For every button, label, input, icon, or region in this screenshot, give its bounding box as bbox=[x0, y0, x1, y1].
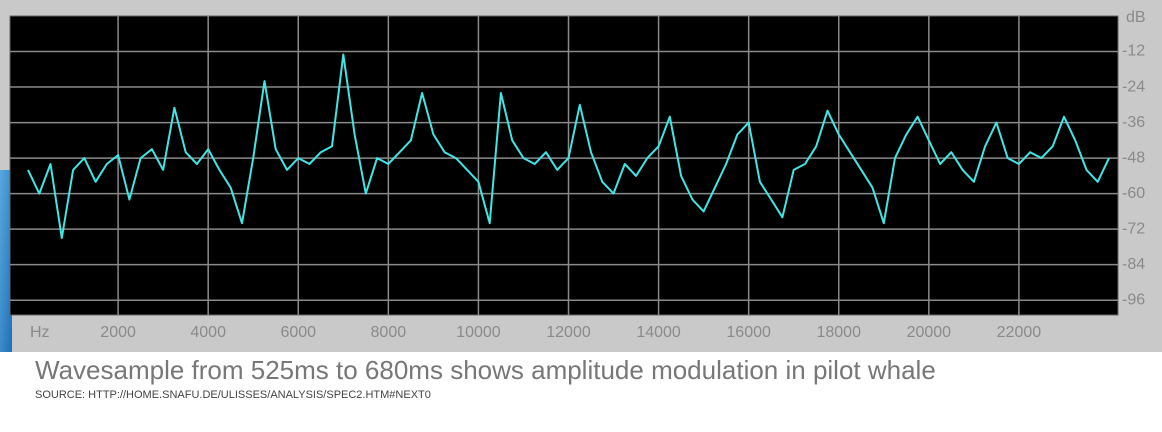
x-tick-label: 18000 bbox=[816, 324, 861, 341]
plot-area bbox=[9, 15, 1119, 316]
x-tick-label: 8000 bbox=[371, 324, 407, 341]
x-tick-label: 14000 bbox=[636, 324, 681, 341]
x-tick-label: 20000 bbox=[907, 324, 952, 341]
y-tick-label: -96 bbox=[1122, 291, 1145, 308]
y-tick-label: -72 bbox=[1122, 220, 1145, 237]
x-tick-label: 2000 bbox=[100, 324, 136, 341]
x-axis-label: Hz bbox=[30, 324, 50, 341]
x-tick-label: 10000 bbox=[456, 324, 501, 341]
y-tick-label: -24 bbox=[1122, 78, 1145, 95]
caption: Wavesample from 525ms to 680ms shows amp… bbox=[35, 355, 936, 385]
x-tick-label: 4000 bbox=[190, 324, 226, 341]
y-tick-label: -12 bbox=[1122, 43, 1145, 60]
x-tick-label: 12000 bbox=[546, 324, 591, 341]
y-tick-label: -60 bbox=[1122, 185, 1145, 202]
y-tick-label: -36 bbox=[1122, 114, 1145, 131]
x-tick-label: 22000 bbox=[997, 324, 1042, 341]
y-tick-label: -48 bbox=[1122, 149, 1145, 166]
y-tick-label: -84 bbox=[1122, 256, 1145, 273]
source: SOURCE: HTTP://HOME.SNAFU.DE/ULISSES/ANA… bbox=[35, 389, 431, 401]
side-strip bbox=[0, 170, 12, 352]
x-tick-label: 6000 bbox=[280, 324, 316, 341]
y-axis-label: dB bbox=[1126, 9, 1146, 26]
x-tick-label: 16000 bbox=[726, 324, 771, 341]
spectrum-line bbox=[27, 53, 1110, 239]
